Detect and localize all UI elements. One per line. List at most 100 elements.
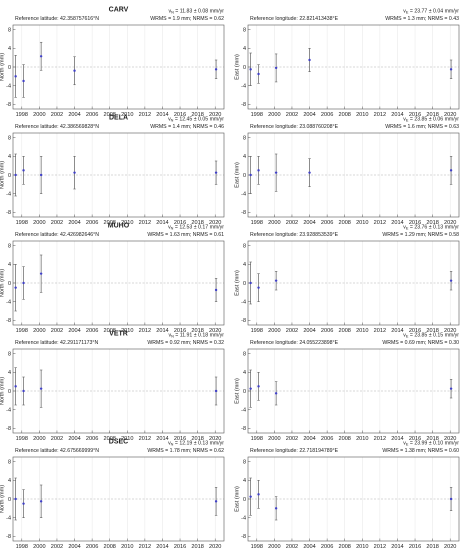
y-tick-label: 4 <box>8 262 11 268</box>
y-tick-label: -8 <box>6 102 11 108</box>
data-point <box>14 75 17 78</box>
x-tick-label: 2018 <box>191 112 203 118</box>
x-tick-label: 2020 <box>209 544 221 550</box>
y-tick-label: 0 <box>243 389 246 395</box>
data-point <box>22 389 25 393</box>
x-tick-label: 2006 <box>86 544 98 550</box>
x-tick-label: 1998 <box>251 220 263 226</box>
x-tick-label: 2000 <box>33 544 45 550</box>
y-tick-label: -8 <box>6 318 11 324</box>
x-tick-label: 2012 <box>139 220 151 226</box>
y-tick-label: -4 <box>241 515 246 521</box>
x-tick-label: 2012 <box>374 328 386 334</box>
x-tick-label: 1998 <box>251 112 263 118</box>
x-tick-label: 2004 <box>303 328 315 334</box>
y-tick-label: 4 <box>243 154 246 160</box>
x-tick-label: 2012 <box>374 436 386 442</box>
reference-coordinate: Reference longitude: 24.055223898°E <box>250 340 339 346</box>
x-tick-label: 2008 <box>103 220 115 226</box>
wrms-nrms-stats: WRMS = 1.78 mm; NRMS = 0.62 <box>147 448 224 454</box>
x-tick-label: 2002 <box>51 544 63 550</box>
y-tick-label: 8 <box>8 27 11 33</box>
x-tick-label: 2018 <box>426 328 438 334</box>
data-point <box>22 169 25 172</box>
station-name: DELA <box>109 115 128 122</box>
x-tick-label: 2016 <box>174 436 186 442</box>
panel-carv-north: CARV vN = 11.83 ± 0.08 mm/yr Reference lat… <box>0 7 225 118</box>
y-tick-label: 8 <box>243 27 246 33</box>
data-point <box>308 171 311 174</box>
x-tick-label: 2008 <box>103 328 115 334</box>
y-axis-label: North (mm) <box>0 269 6 297</box>
x-tick-label: 1998 <box>251 328 263 334</box>
x-tick-label: 2000 <box>33 220 45 226</box>
data-point <box>14 173 17 177</box>
data-point <box>274 507 278 510</box>
y-tick-label: 8 <box>243 351 246 357</box>
x-tick-label: 2006 <box>321 436 333 442</box>
x-tick-label: 2016 <box>174 544 186 550</box>
x-tick-label: 2018 <box>426 544 438 550</box>
x-tick-label: 2002 <box>286 436 298 442</box>
x-tick-label: 2004 <box>68 112 80 118</box>
x-tick-label: 2014 <box>156 220 168 226</box>
panel-vetr-east: vE = 23.85 ± 0.15 mm/yr Reference longitu… <box>235 333 460 442</box>
velocity-label: vE = 23.85 ± 0.06 mm/yr <box>403 117 459 123</box>
y-tick-label: 4 <box>8 154 11 160</box>
x-tick-label: 2018 <box>426 220 438 226</box>
y-tick-label: 4 <box>243 478 246 484</box>
x-tick-label: 2012 <box>374 112 386 118</box>
x-tick-label: 2020 <box>444 544 456 550</box>
x-tick-label: 2002 <box>51 436 63 442</box>
y-tick-label: 0 <box>8 497 11 503</box>
panel-carv-east: vE = 23.77 ± 0.04 mm/yr Reference longitu… <box>235 9 460 118</box>
y-tick-label: -4 <box>241 407 246 413</box>
wrms-nrms-stats: WRMS = 0.69 mm; NRMS = 0.30 <box>382 340 459 346</box>
x-tick-label: 2014 <box>391 220 403 226</box>
data-point <box>214 171 218 174</box>
y-tick-label: -8 <box>241 210 246 216</box>
y-tick-label: 8 <box>243 243 246 249</box>
x-tick-label: 1998 <box>16 220 28 226</box>
x-tick-label: 1998 <box>16 328 28 334</box>
x-tick-label: 2004 <box>68 544 80 550</box>
x-tick-label: 2010 <box>121 112 133 118</box>
x-tick-label: 2004 <box>68 328 80 334</box>
panel-muho-east: vE = 23.76 ± 0.13 mm/yr Reference longitu… <box>235 225 460 334</box>
x-tick-label: 2002 <box>286 220 298 226</box>
x-tick-label: 2008 <box>338 328 350 334</box>
y-tick-label: -8 <box>6 210 11 216</box>
y-tick-label: -8 <box>241 426 246 432</box>
x-tick-label: 2004 <box>303 220 315 226</box>
x-tick-label: 2008 <box>338 544 350 550</box>
wrms-nrms-stats: WRMS = 1.9 mm; NRMS = 0.62 <box>150 16 224 22</box>
data-point <box>449 68 453 71</box>
velocity-label: vN = 12.53 ± 0.17 mm/yr <box>168 225 224 231</box>
data-point <box>257 385 260 388</box>
y-tick-label: 8 <box>8 351 11 357</box>
x-tick-label: 2004 <box>303 544 315 550</box>
x-tick-label: 2000 <box>268 544 280 550</box>
data-point <box>22 281 25 285</box>
y-tick-label: -4 <box>6 191 11 197</box>
x-tick-label: 2020 <box>209 220 221 226</box>
y-tick-label: 4 <box>243 262 246 268</box>
x-tick-label: 2012 <box>139 544 151 550</box>
y-tick-label: 4 <box>8 370 11 376</box>
x-tick-label: 2008 <box>338 112 350 118</box>
data-point <box>449 497 453 501</box>
panel-dsec-east: vE = 23.99 ± 0.10 mm/yr Reference longitu… <box>235 441 460 550</box>
data-point <box>214 389 218 393</box>
y-tick-label: 0 <box>8 281 11 287</box>
x-tick-label: 2020 <box>444 328 456 334</box>
x-tick-label: 2002 <box>286 544 298 550</box>
x-tick-label: 2012 <box>139 328 151 334</box>
y-tick-label: 4 <box>243 370 246 376</box>
x-tick-label: 2002 <box>51 112 63 118</box>
data-point <box>449 279 453 282</box>
data-point <box>274 66 278 70</box>
data-point <box>249 387 252 390</box>
y-axis-label: East (mm) <box>235 378 241 404</box>
y-axis-label: East (mm) <box>235 486 241 512</box>
data-point <box>214 68 218 71</box>
